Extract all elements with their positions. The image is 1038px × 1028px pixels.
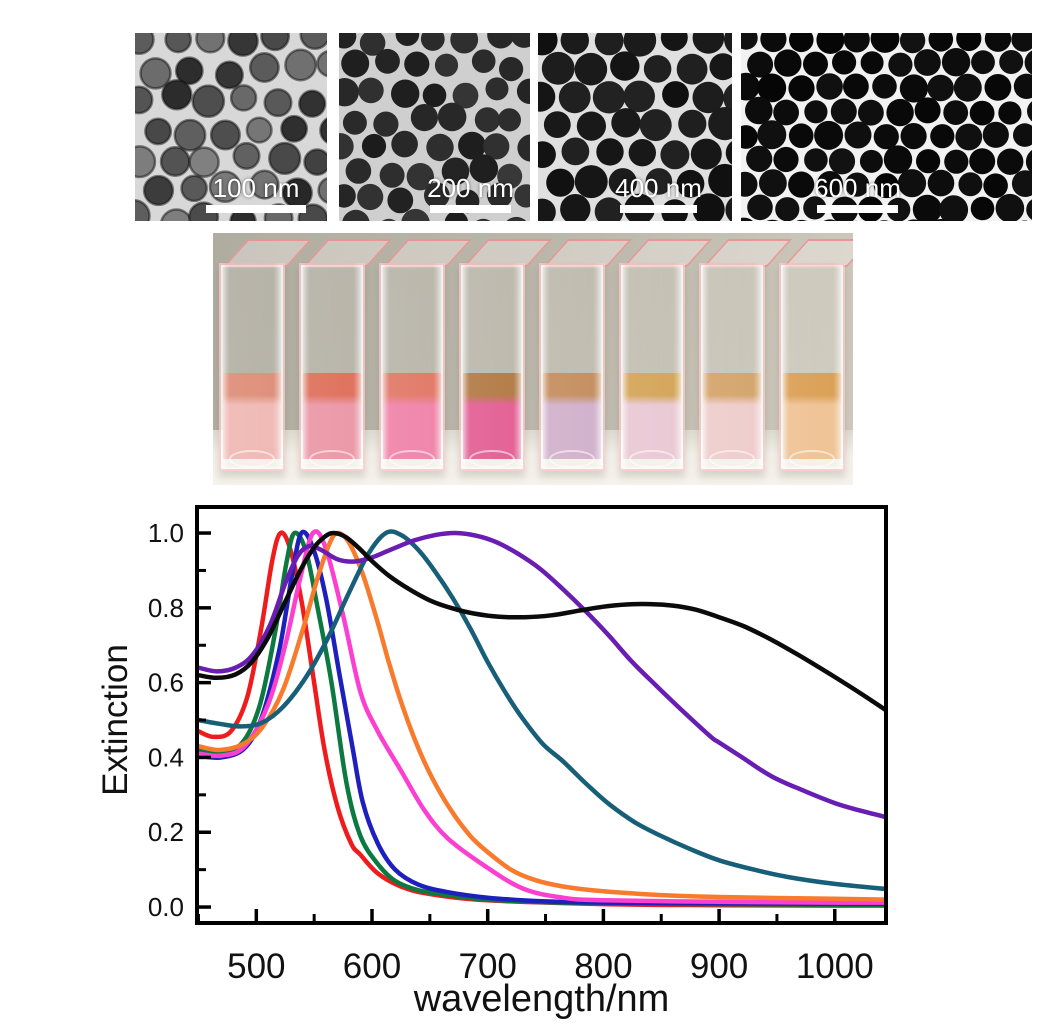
cuvette-glass xyxy=(219,263,285,471)
cuvette-glass xyxy=(619,263,685,471)
cuvette-glass xyxy=(299,263,365,471)
svg-text:0.2: 0.2 xyxy=(148,817,184,847)
scale-bar: 200 nm xyxy=(427,172,514,213)
cuvette-glass xyxy=(459,263,525,471)
svg-text:800: 800 xyxy=(574,947,632,986)
cuvette-base xyxy=(709,450,755,468)
series-magenta xyxy=(197,529,886,905)
scale-bar-label: 200 nm xyxy=(427,172,514,203)
series-black xyxy=(197,530,886,713)
cuvette-4 xyxy=(459,239,553,471)
svg-text:0.0: 0.0 xyxy=(148,892,184,922)
scale-bar: 600 nm xyxy=(814,172,901,213)
scale-bar-line xyxy=(206,205,306,213)
cuvette-photo xyxy=(213,233,853,485)
series-blue xyxy=(197,529,886,906)
svg-text:600: 600 xyxy=(343,947,401,986)
cuvette-7 xyxy=(699,239,793,471)
tem-particles xyxy=(339,33,530,221)
scale-bar: 400 nm xyxy=(615,174,702,213)
cuvette-glass xyxy=(699,263,765,471)
svg-text:0.6: 0.6 xyxy=(148,668,184,698)
cuvette-base xyxy=(229,450,275,468)
cuvette-glass xyxy=(539,263,605,471)
svg-text:900: 900 xyxy=(690,947,748,986)
cuvette-2 xyxy=(299,239,393,471)
cuvette-base xyxy=(629,450,675,468)
svg-text:0.4: 0.4 xyxy=(148,742,184,772)
series-dark-teal xyxy=(197,529,886,892)
cuvette-glass xyxy=(779,263,845,471)
plot-frame xyxy=(195,505,888,925)
cuvette-base xyxy=(309,450,355,468)
series-red xyxy=(197,530,886,908)
scale-bar: 100 nm xyxy=(206,172,306,213)
scale-bar-label: 400 nm xyxy=(615,172,702,203)
scale-bar-label: 100 nm xyxy=(212,172,300,203)
svg-text:1.0: 1.0 xyxy=(148,518,184,548)
y-axis-title: Extinction xyxy=(96,644,135,796)
tem-particles xyxy=(538,33,732,221)
tem-image-4: 600 nm xyxy=(741,33,1032,221)
scale-bar-line xyxy=(817,205,898,213)
series-violet xyxy=(197,530,886,820)
cuvette-base xyxy=(389,450,435,468)
x-axis-title: wavelength/nm xyxy=(413,978,670,1020)
svg-text:700: 700 xyxy=(458,947,516,986)
scale-bar-label: 600 nm xyxy=(814,172,901,203)
cuvette-base xyxy=(469,450,515,468)
cuvette-5 xyxy=(539,239,633,471)
tem-image-3: 400 nm xyxy=(538,33,732,221)
cuvette-base xyxy=(789,450,835,468)
tem-particles xyxy=(135,33,327,221)
series-orange xyxy=(197,530,886,902)
cuvette-8 xyxy=(779,239,853,471)
cuvette-base xyxy=(549,450,595,468)
cuvette-1 xyxy=(219,239,313,471)
svg-text:0.8: 0.8 xyxy=(148,593,184,623)
svg-text:1000: 1000 xyxy=(796,947,874,986)
svg-text:500: 500 xyxy=(227,947,285,986)
tem-image-1: 100 nm xyxy=(135,33,327,221)
cuvette-glass xyxy=(379,263,445,471)
series-dark-green xyxy=(197,530,886,908)
tem-particles xyxy=(741,33,1032,221)
scale-bar-line xyxy=(620,205,697,213)
cuvette-6 xyxy=(619,239,713,471)
cuvette-3 xyxy=(379,239,473,471)
scale-bar-line xyxy=(430,205,511,213)
tem-image-2: 200 nm xyxy=(339,33,530,221)
